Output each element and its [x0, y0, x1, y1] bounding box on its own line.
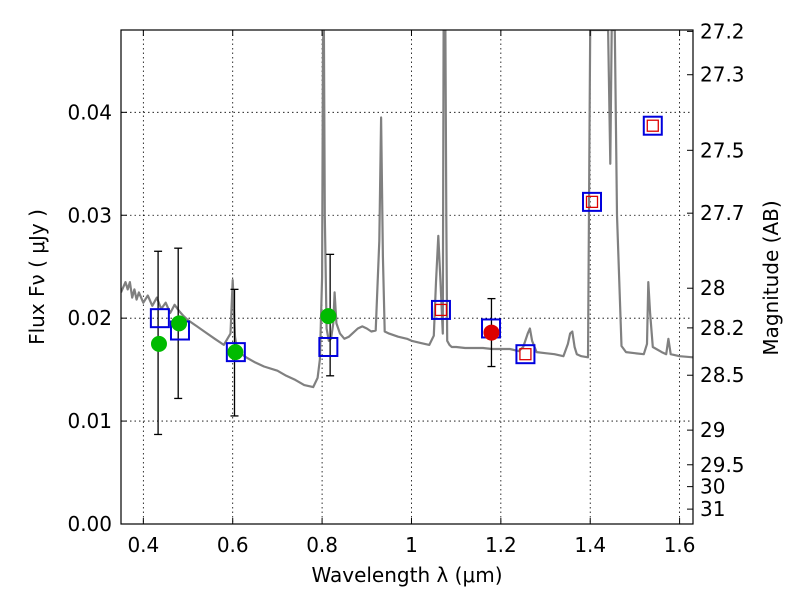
upper-limit-square: [646, 119, 659, 132]
x-tick-label: 0.6: [217, 533, 249, 557]
y-axis-label: Flux Fν ( μJy ): [25, 209, 49, 345]
y2-tick-label: 27.3: [700, 63, 745, 87]
y-tick-label: 0.02: [67, 306, 112, 330]
y2-tick-label: 29.5: [700, 453, 745, 477]
x-tick-label: 0.8: [306, 533, 338, 557]
model-photometry-square: [430, 299, 451, 320]
sed-model-line: [121, 30, 693, 389]
y-tick-label: 0.00: [67, 512, 112, 536]
model-photometry-square: [515, 344, 536, 365]
y2-tick-label: 28.5: [700, 363, 745, 387]
y2-tick-label: 30: [700, 475, 725, 499]
y2-tick-label: 27.5: [700, 138, 745, 162]
y2-tick-label: 28.2: [700, 316, 745, 340]
upper-limit-square: [585, 195, 599, 209]
x-tick-label: 0.4: [127, 533, 159, 557]
x-tick-label: 1.4: [574, 533, 606, 557]
model-photometry-square: [225, 342, 246, 363]
y-tick-label: 0.03: [67, 203, 112, 227]
upper-limit-square: [519, 348, 532, 361]
observed-flux-point: [320, 308, 337, 325]
upper-limit-square: [434, 303, 448, 317]
x-axis-label: Wavelength λ (μm): [311, 563, 502, 587]
x-tick-label: 1.2: [485, 533, 517, 557]
grid-lines: [121, 30, 693, 525]
axes: 0.4 0.6 0.8 1 1.2 1.4 1.6 0.00 0.01 0.02 0.03 0.04 2…: [67, 19, 744, 557]
y2-tick-label: 31: [700, 497, 725, 521]
model-photometry-square: [149, 308, 170, 329]
y-tick-label: 0.04: [67, 100, 112, 124]
y2-tick-label: 27.2: [700, 19, 745, 43]
plot-frame: [120, 29, 694, 525]
y2-tick-label: 28: [700, 276, 725, 300]
model-photometry-square: [582, 191, 603, 212]
observed-flux-point: [150, 335, 167, 352]
x-tick-label: 1: [405, 533, 418, 557]
model-photometry-square: [642, 115, 663, 136]
observed-flux-point: [227, 344, 244, 361]
y-tick-label: 0.01: [67, 409, 112, 433]
plot-area: [121, 30, 693, 436]
y2-axis-label: Magnitude (AB): [759, 200, 783, 355]
observed-flux-point: [171, 315, 188, 332]
model-photometry-square: [318, 336, 339, 357]
observed-flux-point: [483, 324, 500, 341]
y2-tick-label: 27.7: [700, 201, 745, 225]
y2-tick-label: 29: [700, 418, 725, 442]
x-tick-label: 1.6: [664, 533, 696, 557]
